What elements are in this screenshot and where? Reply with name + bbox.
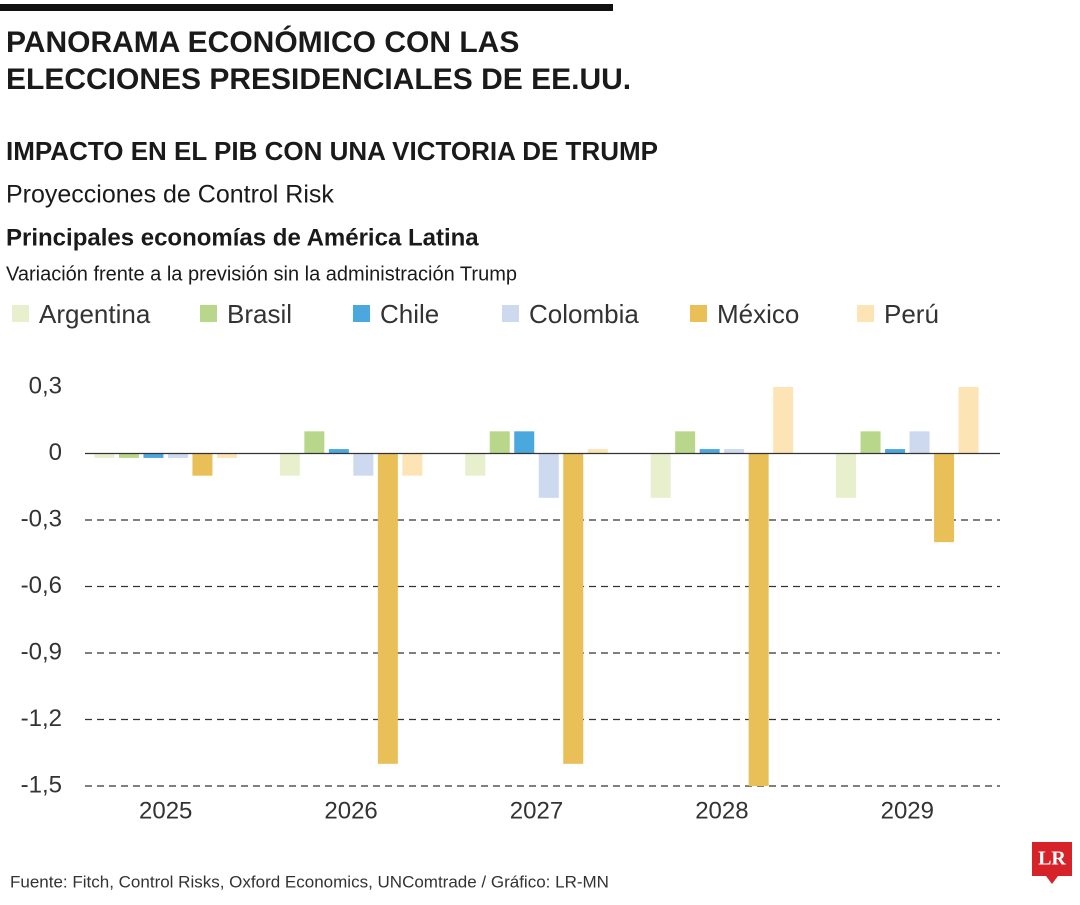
logo: LR xyxy=(1038,848,1066,870)
bar xyxy=(563,453,584,764)
y-tick-label: -0,6 xyxy=(21,572,62,599)
bar xyxy=(958,387,979,454)
bar xyxy=(143,453,164,458)
bar xyxy=(699,449,720,454)
source-note: Proyecciones de Control Risk xyxy=(6,181,334,209)
bar xyxy=(748,453,769,786)
bar xyxy=(675,431,696,454)
bar xyxy=(465,453,486,476)
x-tick-label: 2026 xyxy=(324,797,377,824)
bar xyxy=(650,453,671,498)
legend-label: Colombia xyxy=(529,299,639,329)
bar xyxy=(724,449,745,454)
bar xyxy=(118,453,139,458)
x-tick-label: 2028 xyxy=(695,797,748,824)
legend-swatch xyxy=(857,305,874,322)
y-tick-label: 0,3 xyxy=(29,372,62,399)
legend-swatch xyxy=(502,305,519,322)
bar xyxy=(94,453,115,458)
axis-label: Variación frente a la previsión sin la a… xyxy=(6,263,517,285)
bar xyxy=(377,453,398,764)
legend-label: México xyxy=(717,299,799,329)
bar xyxy=(885,449,906,454)
bar xyxy=(192,453,213,476)
section-title: Principales economías de América Latina xyxy=(6,224,479,251)
legend-swatch xyxy=(353,305,370,322)
bar xyxy=(934,453,955,543)
bar xyxy=(836,453,857,498)
bar xyxy=(860,431,881,454)
x-tick-label: 2029 xyxy=(881,797,934,824)
x-tick-label: 2027 xyxy=(510,797,563,824)
legend-swatch xyxy=(12,305,29,322)
bar xyxy=(402,453,423,476)
legend-swatch xyxy=(200,305,217,322)
bar xyxy=(514,431,535,454)
bar xyxy=(773,387,794,454)
title-line-1: PANORAMA ECONÓMICO CON LAS xyxy=(6,25,519,59)
subtitle: IMPACTO EN EL PIB CON UNA VICTORIA DE TR… xyxy=(6,136,658,166)
bar xyxy=(353,453,374,476)
legend-label: Chile xyxy=(380,299,439,329)
footer: Fuente: Fitch, Control Risks, Oxford Eco… xyxy=(10,872,609,891)
legend-label: Argentina xyxy=(39,299,151,329)
y-tick-label: -1,5 xyxy=(21,771,62,798)
bar xyxy=(304,431,325,454)
bar xyxy=(279,453,300,476)
x-tick-label: 2025 xyxy=(139,797,192,824)
title-line-2: ELECCIONES PRESIDENCIALES DE EE.UU. xyxy=(6,63,631,96)
y-tick-label: 0 xyxy=(49,439,62,466)
top-rule xyxy=(0,4,613,11)
bar xyxy=(587,449,608,454)
bar xyxy=(167,453,188,458)
legend-swatch xyxy=(690,305,707,322)
y-tick-label: -0,9 xyxy=(21,638,62,665)
bar xyxy=(216,453,237,458)
bar xyxy=(489,431,510,454)
bar xyxy=(909,431,930,454)
legend-label: Perú xyxy=(884,299,939,329)
legend-label: Brasil xyxy=(227,299,292,329)
bar xyxy=(538,453,559,498)
y-tick-label: -1,2 xyxy=(21,705,62,732)
y-tick-label: -0,3 xyxy=(21,505,62,532)
logo-badge xyxy=(1032,842,1072,884)
bar xyxy=(328,449,349,454)
